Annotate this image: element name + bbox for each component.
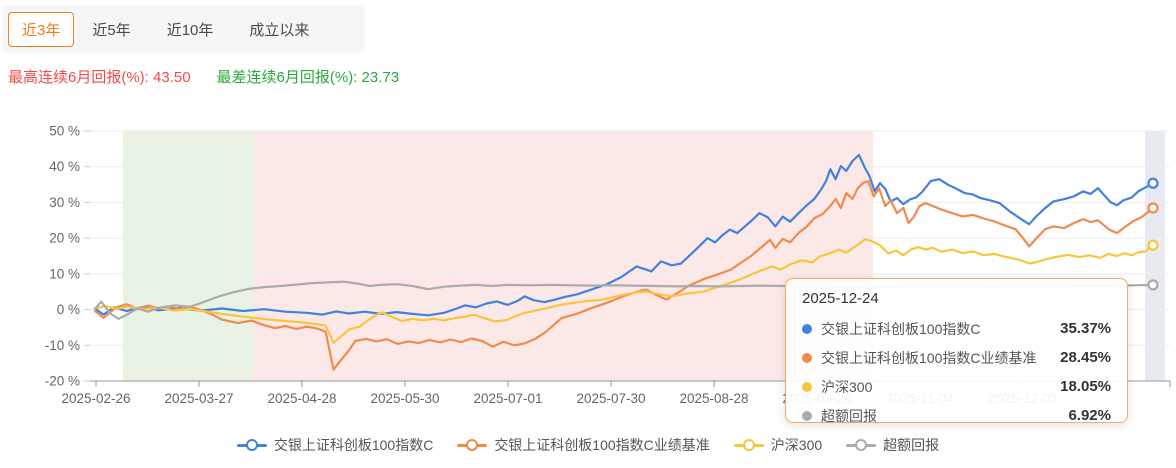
tooltip-series-value: 28.45%: [1060, 349, 1111, 366]
chart-legend: 交银上证科创板100指数C 交银上证科创板100指数C业绩基准 沪深300 超额…: [0, 435, 1176, 455]
y-tick-label: 0 %: [57, 302, 80, 317]
return-stats: 最高连续6月回报(%): 43.50 最差连续6月回报(%): 23.73: [8, 66, 399, 87]
tab-3y[interactable]: 近3年: [8, 11, 75, 47]
series-end-marker: [1147, 177, 1159, 189]
x-tick-label: 2025-02-26: [61, 391, 130, 406]
legend-label: 交银上证科创板100指数C: [273, 437, 434, 453]
tooltip-series-name: 交银上证科创板100指数C: [821, 320, 981, 337]
legend-label: 交银上证科创板100指数C业绩基准: [494, 437, 710, 453]
tab-5y[interactable]: 近5年: [92, 21, 131, 39]
tooltip-row: 沪深300 18.05%: [802, 372, 1111, 401]
legend-label: 超额回报: [883, 437, 940, 453]
tooltip-series-value: 6.92%: [1068, 407, 1111, 424]
x-tick-label: 2025-04-28: [267, 391, 336, 406]
series-line: [93, 153, 1155, 317]
y-tick-label: -20 %: [45, 374, 80, 389]
legend-item-benchmark[interactable]: 交银上证科创板100指数C业绩基准: [457, 435, 710, 455]
tooltip-series-value: 35.37%: [1060, 320, 1111, 337]
y-tick-label: 50 %: [49, 124, 80, 139]
tooltip-row: 交银上证科创板100指数C业绩基准 28.45%: [802, 343, 1111, 372]
x-tick-label: 2025-05-30: [370, 391, 439, 406]
series-dot-icon: [802, 410, 812, 421]
best-6m-return: 最高连续6月回报(%): 43.50: [8, 69, 191, 86]
x-tick-label: 2025-07-30: [576, 391, 645, 406]
series-dot-icon: [802, 323, 812, 334]
tooltip-date: 2025-12-24: [802, 290, 879, 307]
tooltip-series-value: 18.05%: [1060, 378, 1111, 395]
legend-item-fund[interactable]: 交银上证科创板100指数C: [236, 435, 434, 455]
series-dot-icon: [802, 352, 812, 363]
series-dot-icon: [802, 381, 812, 392]
tooltip-row: 交银上证科创板100指数C 35.37%: [802, 314, 1111, 343]
series-end-marker: [1147, 202, 1159, 214]
worst-6m-return: 最差连续6月回报(%): 23.73: [216, 69, 400, 86]
tab-10y[interactable]: 近10年: [166, 21, 214, 39]
line-circle-marker-icon: [733, 438, 764, 452]
tooltip-row: 超额回报 6.92%: [802, 401, 1111, 430]
x-tick-label: 2025-03-27: [164, 391, 233, 406]
chart-canvas[interactable]: 50 % 40 % 30 % 20 % 10 % 0 % -10 % -20 % 2025-02…: [0, 112, 1176, 424]
series-line: [93, 179, 1155, 371]
y-tick-label: 30 %: [49, 195, 80, 210]
pink-band: [252, 131, 873, 381]
legend-item-excess-return[interactable]: 超额回报: [846, 435, 939, 455]
tooltip-series-name: 超额回报: [821, 407, 877, 424]
period-tabbar: 近3年 近5年 近10年 成立以来: [2, 5, 365, 53]
line-circle-marker-icon: [236, 438, 267, 452]
tooltip-series-name: 交银上证科创板100指数C业绩基准: [821, 349, 1037, 366]
green-band: [123, 131, 253, 381]
chart-tooltip: 2025-12-24 交银上证科创板100指数C 35.37% 交银上证科创板1…: [785, 278, 1128, 424]
x-tick-label: 2025-07-01: [473, 391, 542, 406]
x-tick-label: 2025-08-28: [679, 391, 748, 406]
y-tick-label: -10 %: [45, 338, 80, 353]
legend-label: 沪深300: [770, 437, 823, 453]
line-circle-marker-icon: [846, 438, 877, 452]
tooltip-series-name: 沪深300: [821, 378, 873, 395]
performance-chart[interactable]: 50 % 40 % 30 % 20 % 10 % 0 % -10 % -20 % 2025-02…: [0, 112, 1176, 424]
tab-since-inception[interactable]: 成立以来: [249, 21, 310, 39]
y-tick-label: 40 %: [49, 159, 80, 174]
y-tick-label: 10 %: [49, 266, 80, 281]
y-tick-label: 20 %: [49, 231, 80, 246]
series-end-marker: [1147, 239, 1159, 251]
axis-pointer-band: [1145, 131, 1165, 381]
series-end-marker: [1147, 279, 1159, 291]
legend-item-csi300[interactable]: 沪深300: [733, 435, 823, 455]
line-circle-marker-icon: [457, 438, 488, 452]
